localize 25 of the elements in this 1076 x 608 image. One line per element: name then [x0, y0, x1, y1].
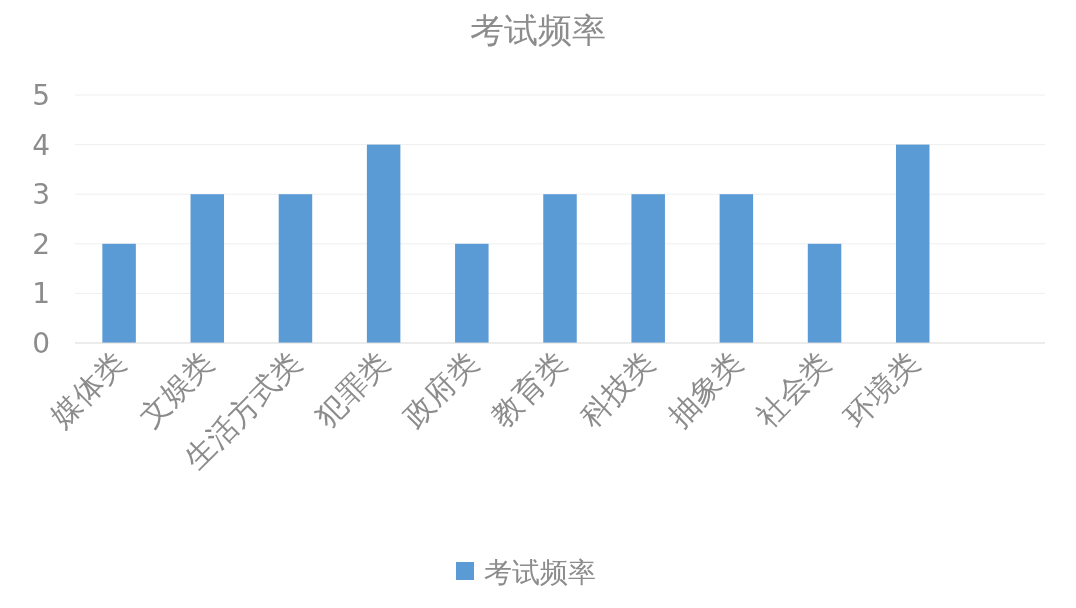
x-tick-label: 社会类: [749, 345, 838, 434]
x-tick-label: 教育类: [484, 345, 573, 434]
bar: [543, 194, 577, 343]
bar: [190, 194, 225, 343]
x-tick-label: 环境类: [837, 345, 926, 434]
x-tick-label: 犯罪类: [308, 345, 397, 434]
y-tick-label: 3: [32, 178, 50, 212]
bar: [719, 194, 754, 343]
bar: [807, 243, 842, 343]
bar: [278, 194, 313, 343]
y-tick-label: 0: [32, 327, 50, 360]
bar: [455, 243, 489, 343]
x-tick-label: 科技类: [572, 345, 662, 434]
y-tick-label: 2: [32, 227, 50, 261]
y-tick-label: 5: [32, 79, 50, 112]
bar: [102, 243, 136, 343]
legend-label: 考试频率: [484, 556, 596, 589]
x-tick-label: 抽象类: [660, 345, 750, 434]
x-tick-label: 政府类: [396, 345, 485, 434]
y-tick-label: 4: [32, 128, 50, 162]
bar: [895, 144, 930, 343]
y-tick-label: 1: [32, 277, 50, 311]
chart-title: 考试频率: [470, 10, 606, 50]
bar: [366, 144, 401, 343]
bar: [631, 194, 665, 343]
